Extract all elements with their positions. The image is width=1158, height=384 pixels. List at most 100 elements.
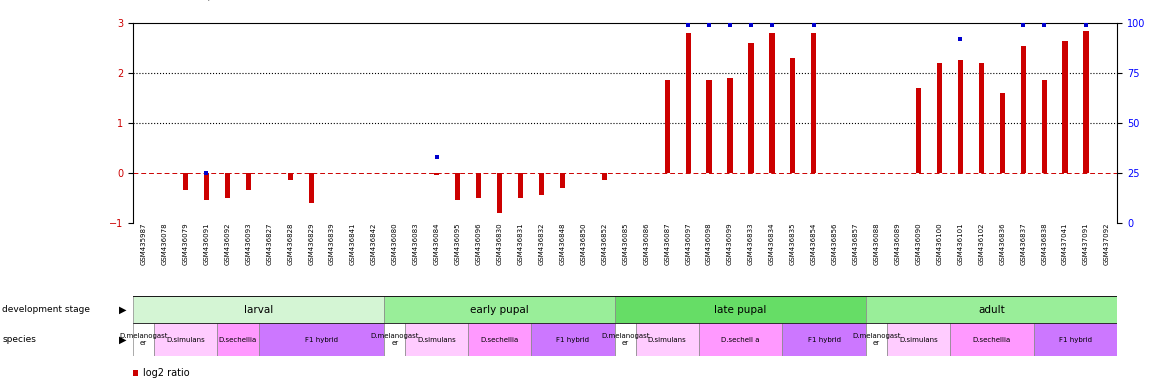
Text: GSM436100: GSM436100 <box>937 223 943 265</box>
Text: log2 ratio: log2 ratio <box>144 368 190 378</box>
Text: larval: larval <box>244 305 273 314</box>
Text: GSM436852: GSM436852 <box>601 223 608 265</box>
Bar <box>154 323 217 356</box>
Text: GSM436099: GSM436099 <box>727 223 733 265</box>
Text: GSM436096: GSM436096 <box>476 223 482 265</box>
Text: GDS3835 / 23186: GDS3835 / 23186 <box>145 0 256 2</box>
Text: GSM436095: GSM436095 <box>455 223 461 265</box>
Text: GSM436856: GSM436856 <box>831 223 837 265</box>
Text: GSM436102: GSM436102 <box>979 223 984 265</box>
Bar <box>538 173 544 195</box>
Bar <box>769 33 775 173</box>
Bar <box>259 323 384 356</box>
Bar <box>706 81 712 173</box>
Text: GSM436083: GSM436083 <box>413 223 419 265</box>
Text: GSM436839: GSM436839 <box>329 223 335 265</box>
Bar <box>615 323 636 356</box>
Text: GSM436093: GSM436093 <box>245 223 251 265</box>
Bar <box>1020 46 1026 173</box>
Bar <box>133 323 154 356</box>
Bar <box>204 173 210 200</box>
Bar <box>287 173 293 180</box>
Text: GSM436086: GSM436086 <box>643 223 650 265</box>
Bar <box>559 173 565 188</box>
Text: F1 hybrid: F1 hybrid <box>1060 337 1092 343</box>
Text: GSM437041: GSM437041 <box>1062 223 1068 265</box>
Text: GSM436857: GSM436857 <box>852 223 859 265</box>
Text: D.melanogast
er: D.melanogast er <box>852 333 901 346</box>
Text: GSM436831: GSM436831 <box>518 223 523 265</box>
Bar <box>384 323 405 356</box>
Text: GSM436854: GSM436854 <box>811 223 816 265</box>
Bar <box>133 296 384 323</box>
Text: D.simulans: D.simulans <box>647 337 687 343</box>
Text: GSM436089: GSM436089 <box>895 223 901 265</box>
Bar <box>518 173 523 198</box>
Text: GSM436841: GSM436841 <box>350 223 356 265</box>
Text: GSM436832: GSM436832 <box>538 223 544 265</box>
Bar <box>958 61 963 173</box>
Bar <box>636 323 698 356</box>
Text: D.melanogast
er: D.melanogast er <box>601 333 650 346</box>
Bar <box>979 63 984 173</box>
Text: GSM436090: GSM436090 <box>916 223 922 265</box>
Text: GSM436835: GSM436835 <box>790 223 796 265</box>
Text: D.sechellia: D.sechellia <box>219 337 257 343</box>
Text: GSM436842: GSM436842 <box>371 223 378 265</box>
Bar <box>1084 31 1089 173</box>
Text: GSM436828: GSM436828 <box>287 223 293 265</box>
Bar <box>308 173 314 203</box>
Bar <box>476 173 482 198</box>
Text: GSM436827: GSM436827 <box>266 223 272 265</box>
Text: early pupal: early pupal <box>470 305 529 314</box>
Text: GSM436838: GSM436838 <box>1041 223 1047 265</box>
Text: GSM436836: GSM436836 <box>999 223 1005 265</box>
Bar <box>790 58 796 173</box>
Bar <box>937 63 943 173</box>
Text: GSM436097: GSM436097 <box>686 223 691 265</box>
Text: adult: adult <box>979 305 1005 314</box>
Bar <box>615 296 866 323</box>
Text: F1 hybrid: F1 hybrid <box>808 337 841 343</box>
Text: GSM436087: GSM436087 <box>665 223 670 265</box>
Bar <box>225 173 230 198</box>
Text: GSM437091: GSM437091 <box>1083 223 1089 265</box>
Text: D.sechell a: D.sechell a <box>721 337 760 343</box>
Text: species: species <box>2 335 36 344</box>
Bar <box>183 173 188 190</box>
Text: D.sechellia: D.sechellia <box>481 337 519 343</box>
Bar <box>748 43 754 173</box>
Bar <box>384 296 615 323</box>
Bar <box>217 323 259 356</box>
Bar <box>887 323 950 356</box>
Bar <box>434 173 439 175</box>
Bar <box>783 323 866 356</box>
Bar <box>532 323 615 356</box>
Bar <box>1063 41 1068 173</box>
Bar <box>866 323 887 356</box>
Bar <box>665 81 669 173</box>
Text: F1 hybrid: F1 hybrid <box>306 337 338 343</box>
Bar <box>999 93 1005 173</box>
Bar <box>455 173 461 200</box>
Bar <box>245 173 251 190</box>
Bar <box>686 33 691 173</box>
Text: GSM436079: GSM436079 <box>183 223 189 265</box>
Text: GSM436829: GSM436829 <box>308 223 314 265</box>
Text: late pupal: late pupal <box>714 305 767 314</box>
Bar <box>698 323 783 356</box>
Text: GSM436098: GSM436098 <box>706 223 712 265</box>
Text: D.simulans: D.simulans <box>418 337 456 343</box>
Text: ▶: ▶ <box>119 334 126 345</box>
Text: GSM436848: GSM436848 <box>559 223 565 265</box>
Bar <box>950 323 1034 356</box>
Bar <box>916 88 921 173</box>
Bar <box>602 173 607 180</box>
Text: GSM436837: GSM436837 <box>1020 223 1026 265</box>
Bar <box>866 296 1117 323</box>
Text: D.simulans: D.simulans <box>899 337 938 343</box>
Text: GSM436088: GSM436088 <box>873 223 880 265</box>
Text: D.sechellia: D.sechellia <box>973 337 1011 343</box>
Text: GSM436850: GSM436850 <box>580 223 586 265</box>
Text: GSM436833: GSM436833 <box>748 223 754 265</box>
